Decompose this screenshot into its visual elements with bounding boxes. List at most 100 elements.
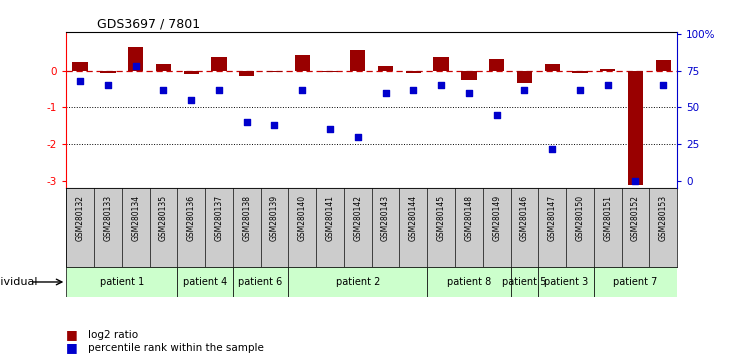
Text: GSM280139: GSM280139 <box>270 195 279 241</box>
Bar <box>205 188 233 267</box>
Point <box>102 82 114 88</box>
Text: patient 8: patient 8 <box>447 277 491 287</box>
Bar <box>66 188 94 267</box>
Bar <box>594 188 622 267</box>
Bar <box>600 69 615 70</box>
Text: GSM280135: GSM280135 <box>159 195 168 241</box>
Text: patient 1: patient 1 <box>99 277 144 287</box>
Text: GSM280147: GSM280147 <box>548 195 556 241</box>
Text: GSM280143: GSM280143 <box>381 195 390 241</box>
Bar <box>149 188 177 267</box>
Text: patient 2: patient 2 <box>336 277 380 287</box>
Point <box>130 63 141 69</box>
Text: patient 5: patient 5 <box>502 277 547 287</box>
Point <box>213 87 225 92</box>
Text: patient 3: patient 3 <box>544 277 588 287</box>
Point <box>158 87 169 92</box>
Bar <box>289 267 427 297</box>
Text: GSM280149: GSM280149 <box>492 195 501 241</box>
Text: GSM280148: GSM280148 <box>464 195 473 241</box>
Bar <box>517 70 532 84</box>
Point <box>629 178 641 184</box>
Text: patient 6: patient 6 <box>238 277 283 287</box>
Bar <box>538 188 566 267</box>
Text: GSM280150: GSM280150 <box>576 195 584 241</box>
Bar <box>322 70 338 72</box>
Point <box>435 82 447 88</box>
Text: patient 7: patient 7 <box>613 277 658 287</box>
Point <box>546 146 558 152</box>
Bar <box>511 267 538 297</box>
Bar <box>427 267 511 297</box>
Text: ■: ■ <box>66 341 78 354</box>
Point <box>74 78 86 84</box>
Bar <box>72 62 88 70</box>
Bar <box>350 50 366 70</box>
Bar <box>289 188 316 267</box>
Point <box>380 90 392 96</box>
Text: GSM280132: GSM280132 <box>76 195 85 241</box>
Text: GSM280151: GSM280151 <box>604 195 612 241</box>
Bar <box>656 60 671 70</box>
Point <box>519 87 531 92</box>
Point <box>463 90 475 96</box>
Bar <box>94 188 121 267</box>
Point <box>297 87 308 92</box>
Text: percentile rank within the sample: percentile rank within the sample <box>88 343 264 353</box>
Bar <box>489 59 504 70</box>
Bar <box>239 70 255 76</box>
Text: log2 ratio: log2 ratio <box>88 330 138 339</box>
Bar <box>649 188 677 267</box>
Text: GSM280144: GSM280144 <box>408 195 418 241</box>
Bar <box>378 66 393 70</box>
Bar <box>233 267 289 297</box>
Bar <box>461 70 476 80</box>
Point <box>185 97 197 103</box>
Bar <box>183 70 199 74</box>
Point <box>269 122 280 128</box>
Bar <box>455 188 483 267</box>
Text: GSM280145: GSM280145 <box>436 195 445 241</box>
Bar <box>294 55 310 70</box>
Text: individual: individual <box>0 277 38 287</box>
Text: GSM280153: GSM280153 <box>659 195 668 241</box>
Bar <box>483 188 511 267</box>
Bar <box>267 70 282 72</box>
Text: GSM280134: GSM280134 <box>131 195 140 241</box>
Bar <box>372 188 400 267</box>
Text: GSM280142: GSM280142 <box>353 195 362 241</box>
Bar <box>66 267 177 297</box>
Bar <box>594 267 677 297</box>
Bar <box>406 70 421 74</box>
Bar <box>628 70 643 185</box>
Bar <box>573 70 587 73</box>
Point <box>324 127 336 132</box>
Text: GSM280136: GSM280136 <box>187 195 196 241</box>
Point <box>574 87 586 92</box>
Bar <box>622 188 649 267</box>
Text: GSM280152: GSM280152 <box>631 195 640 241</box>
Bar <box>344 188 372 267</box>
Point <box>241 119 252 125</box>
Text: ■: ■ <box>66 328 78 341</box>
Point <box>657 82 669 88</box>
Text: patient 4: patient 4 <box>183 277 227 287</box>
Bar <box>211 57 227 70</box>
Bar <box>156 64 171 70</box>
Bar <box>177 188 205 267</box>
Text: GSM280146: GSM280146 <box>520 195 529 241</box>
Bar <box>538 267 594 297</box>
Point <box>352 134 364 139</box>
Bar <box>100 70 116 74</box>
Text: GSM280138: GSM280138 <box>242 195 251 241</box>
Bar <box>434 57 449 70</box>
Text: GSM280141: GSM280141 <box>325 195 335 241</box>
Text: GSM280133: GSM280133 <box>103 195 113 241</box>
Bar <box>400 188 427 267</box>
Point <box>602 82 614 88</box>
Bar <box>121 188 149 267</box>
Text: GSM280140: GSM280140 <box>298 195 307 241</box>
Bar <box>128 47 144 70</box>
Bar <box>177 267 233 297</box>
Bar <box>233 188 261 267</box>
